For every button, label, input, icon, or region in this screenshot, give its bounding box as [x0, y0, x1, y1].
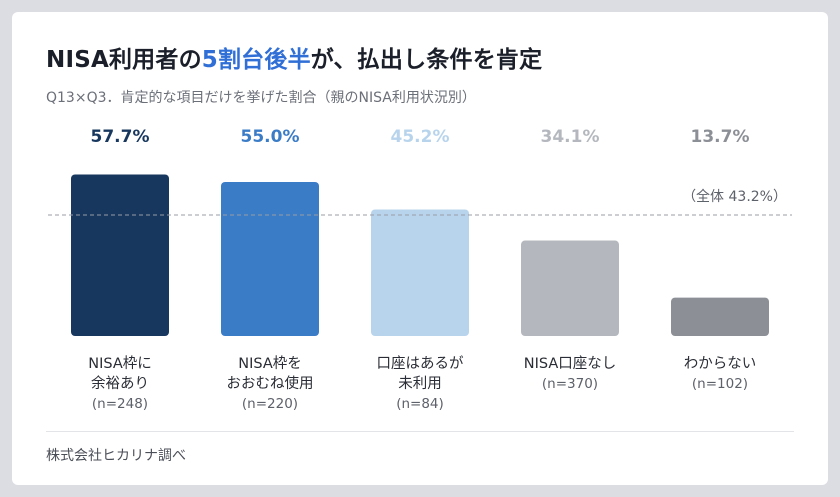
value-label-5: 13.7% — [691, 127, 750, 147]
category-label-1-line-1: NISA枠に — [88, 355, 152, 372]
category-label-2-line-1: NISA枠を — [238, 355, 302, 372]
chart-title: NISA利用者の5割台後半が、払出し条件を肯定 — [46, 40, 542, 74]
category-label-1-line-2: 余裕あり — [91, 374, 149, 392]
category-label-3-line-1: 口座はあるが — [377, 355, 464, 372]
bar-1 — [71, 174, 169, 336]
bar-2 — [221, 182, 319, 336]
value-label-3: 45.2% — [391, 127, 450, 147]
value-label-2: 55.0% — [241, 127, 300, 147]
category-label-4-line-1: NISA口座なし — [524, 355, 617, 372]
bar-3 — [371, 209, 469, 336]
chart-subtitle: Q13×Q3．肯定的な項目だけを挙げた割合（親のNISA利用状況別） — [46, 90, 476, 106]
sample-size-4: (n=370) — [542, 376, 598, 392]
sample-size-2: (n=220) — [242, 396, 298, 412]
value-label-1: 57.7% — [91, 127, 150, 147]
divider — [46, 431, 794, 432]
sample-size-5: (n=102) — [692, 376, 748, 392]
value-label-4: 34.1% — [541, 127, 600, 147]
sample-size-1: (n=248) — [92, 396, 148, 412]
sample-size-3: (n=84) — [396, 396, 444, 412]
category-label-3-line-2: 未利用 — [398, 375, 442, 392]
bar-4 — [521, 240, 619, 336]
category-label-2-line-2: おおむね使用 — [227, 375, 314, 392]
category-label-5-line-1: わからない — [684, 355, 757, 372]
reference-label: （全体 43.2%） — [682, 188, 787, 205]
title-prefix: NISA利用者の — [46, 47, 202, 73]
title-suffix: が、払出し条件を肯定 — [310, 47, 543, 73]
bar-5 — [671, 297, 769, 336]
source-note: 株式会社ヒカリナ調べ — [46, 448, 186, 464]
title-highlight: 5割台後半 — [201, 47, 311, 73]
